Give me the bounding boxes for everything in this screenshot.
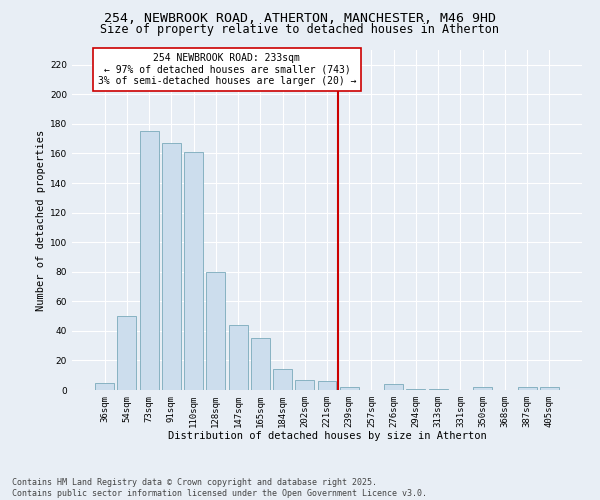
Bar bbox=[473, 387, 492, 390]
Bar bbox=[95, 382, 114, 390]
Bar bbox=[429, 388, 448, 390]
Bar bbox=[384, 384, 403, 390]
Text: 254, NEWBROOK ROAD, ATHERTON, MANCHESTER, M46 9HD: 254, NEWBROOK ROAD, ATHERTON, MANCHESTER… bbox=[104, 12, 496, 26]
Bar bbox=[184, 152, 203, 390]
X-axis label: Distribution of detached houses by size in Atherton: Distribution of detached houses by size … bbox=[167, 432, 487, 442]
Text: Size of property relative to detached houses in Atherton: Size of property relative to detached ho… bbox=[101, 22, 499, 36]
Text: 254 NEWBROOK ROAD: 233sqm
← 97% of detached houses are smaller (743)
3% of semi-: 254 NEWBROOK ROAD: 233sqm ← 97% of detac… bbox=[98, 53, 356, 86]
Bar bbox=[340, 387, 359, 390]
Text: Contains HM Land Registry data © Crown copyright and database right 2025.
Contai: Contains HM Land Registry data © Crown c… bbox=[12, 478, 427, 498]
Bar bbox=[518, 387, 536, 390]
Bar bbox=[251, 338, 270, 390]
Bar bbox=[317, 381, 337, 390]
Bar bbox=[295, 380, 314, 390]
Bar bbox=[406, 388, 425, 390]
Bar bbox=[273, 370, 292, 390]
Bar bbox=[162, 143, 181, 390]
Bar bbox=[229, 325, 248, 390]
Bar bbox=[118, 316, 136, 390]
Y-axis label: Number of detached properties: Number of detached properties bbox=[36, 130, 46, 310]
Bar bbox=[540, 387, 559, 390]
Bar bbox=[140, 132, 158, 390]
Bar bbox=[206, 272, 225, 390]
